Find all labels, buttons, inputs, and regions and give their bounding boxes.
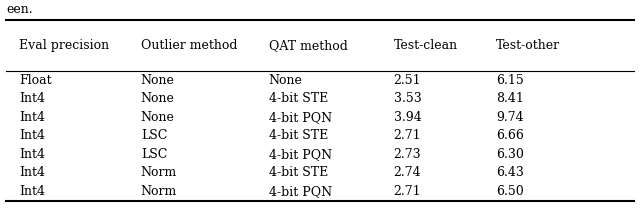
Text: Int4: Int4: [19, 111, 45, 124]
Text: 6.43: 6.43: [496, 166, 524, 179]
Text: 6.66: 6.66: [496, 129, 524, 142]
Text: LSC: LSC: [141, 129, 167, 142]
Text: Test-clean: Test-clean: [394, 40, 458, 52]
Text: 8.41: 8.41: [496, 92, 524, 105]
Text: QAT method: QAT method: [269, 40, 348, 52]
Text: 4-bit STE: 4-bit STE: [269, 129, 328, 142]
Text: 6.15: 6.15: [496, 74, 524, 87]
Text: Norm: Norm: [141, 166, 177, 179]
Text: Int4: Int4: [19, 185, 45, 198]
Text: Int4: Int4: [19, 148, 45, 161]
Text: Int4: Int4: [19, 92, 45, 105]
Text: None: None: [141, 74, 175, 87]
Text: 3.53: 3.53: [394, 92, 421, 105]
Text: 4-bit STE: 4-bit STE: [269, 166, 328, 179]
Text: 2.71: 2.71: [394, 129, 421, 142]
Text: Test-other: Test-other: [496, 40, 560, 52]
Text: een.: een.: [6, 3, 33, 16]
Text: Int4: Int4: [19, 166, 45, 179]
Text: Int4: Int4: [19, 129, 45, 142]
Text: 6.30: 6.30: [496, 148, 524, 161]
Text: Norm: Norm: [141, 185, 177, 198]
Text: 2.71: 2.71: [394, 185, 421, 198]
Text: 4-bit PQN: 4-bit PQN: [269, 148, 332, 161]
Text: 4-bit PQN: 4-bit PQN: [269, 111, 332, 124]
Text: None: None: [269, 74, 303, 87]
Text: 4-bit PQN: 4-bit PQN: [269, 185, 332, 198]
Text: 6.50: 6.50: [496, 185, 524, 198]
Text: Float: Float: [19, 74, 52, 87]
Text: 2.74: 2.74: [394, 166, 421, 179]
Text: None: None: [141, 111, 175, 124]
Text: 2.73: 2.73: [394, 148, 421, 161]
Text: Outlier method: Outlier method: [141, 40, 237, 52]
Text: LSC: LSC: [141, 148, 167, 161]
Text: None: None: [141, 92, 175, 105]
Text: 9.74: 9.74: [496, 111, 524, 124]
Text: Eval precision: Eval precision: [19, 40, 109, 52]
Text: 3.94: 3.94: [394, 111, 421, 124]
Text: 4-bit STE: 4-bit STE: [269, 92, 328, 105]
Text: 2.51: 2.51: [394, 74, 421, 87]
